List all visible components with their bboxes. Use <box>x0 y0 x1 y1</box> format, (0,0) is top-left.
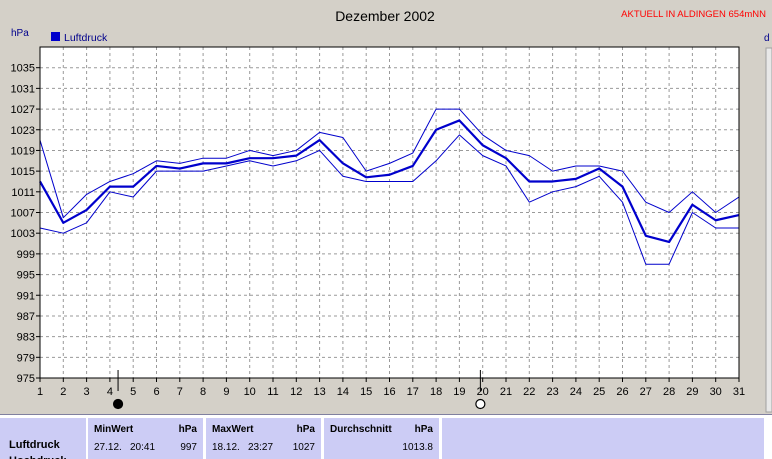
plot-border <box>39 46 740 379</box>
x-tick-label: 26 <box>616 386 628 398</box>
chart-title: Dezember 2002 <box>335 8 435 24</box>
y-tick-label: 979 <box>17 352 35 364</box>
max-value: 1027 <box>292 442 315 453</box>
stats-min-cell: MinWert hPa 27.12. 20:41 997 <box>88 418 203 459</box>
x-tick-label: 3 <box>84 386 90 398</box>
series-line-mean <box>39 119 740 244</box>
x-tick-label: 1 <box>37 386 43 398</box>
max-date: 18.12. <box>212 442 240 453</box>
max-time: 23:27 <box>248 442 274 453</box>
right-edge-label: d <box>764 33 770 44</box>
x-tick-label: 27 <box>640 386 652 398</box>
stats-empty-cell <box>442 418 764 459</box>
x-tick-label: 22 <box>523 386 535 398</box>
stats-table: Luftdruck Hochdruck Luftdruck Hochdruck … <box>0 414 772 459</box>
x-tick-label: 21 <box>500 386 512 398</box>
y-tick-label: 1023 <box>11 125 35 137</box>
legend-swatch <box>51 32 60 41</box>
min-header: MinWert <box>94 424 134 435</box>
y-tick-label: 1011 <box>11 187 35 199</box>
station-label: AKTUELL IN ALDINGEN 654mNN <box>621 9 766 20</box>
y-tick-label: 1031 <box>11 83 35 95</box>
stats-row-label-2-overlay: Hochdruck <box>9 455 66 459</box>
y-tick-label: 999 <box>17 249 35 261</box>
x-tick-label: 4 <box>107 386 113 398</box>
right-scrollbar[interactable] <box>765 47 772 413</box>
x-tick-label: 24 <box>570 386 582 398</box>
min-date: 27.12. <box>94 442 122 453</box>
x-tick-label: 31 <box>733 386 745 398</box>
y-tick-label: 983 <box>17 332 35 344</box>
x-tick-label: 7 <box>177 386 183 398</box>
x-tick-label: 5 <box>130 386 136 398</box>
moon-markers <box>112 370 486 410</box>
avg-value: 1013.8 <box>402 442 433 453</box>
x-axis-ticks: 1 2 3 4 5 6 7 8 9 10 11 12 13 14 15 16 17 18 19 20 21 22 23 24 2… <box>37 378 745 398</box>
x-tick-label: 29 <box>686 386 698 398</box>
x-tick-label: 30 <box>710 386 722 398</box>
full-moon-icon <box>475 398 486 410</box>
x-tick-label: 9 <box>223 386 229 398</box>
y-axis-unit: hPa <box>11 28 29 39</box>
x-tick-label: 20 <box>477 386 489 398</box>
x-tick-label: 6 <box>153 386 159 398</box>
x-tick-label: 2 <box>60 386 66 398</box>
legend-label: Luftdruck <box>64 32 108 44</box>
x-tick-label: 11 <box>267 386 278 398</box>
stats-avg-cell: Durchschnitt hPa 1013.8 <box>324 418 439 459</box>
x-tick-label: 13 <box>313 386 325 398</box>
stats-max-cell: MaxWert hPa 18.12. 23:27 1027 <box>206 418 321 459</box>
pressure-chart: Dezember 2002 AKTUELL IN ALDINGEN 654mNN… <box>11 8 772 413</box>
x-tick-label: 15 <box>360 386 372 398</box>
series-lines <box>39 108 740 265</box>
min-time: 20:41 <box>130 442 156 453</box>
min-unit: hPa <box>178 424 197 435</box>
y-tick-label: 975 <box>17 373 35 385</box>
y-tick-label: 1007 <box>11 208 35 220</box>
avg-header: Durchschnitt <box>330 424 392 435</box>
y-tick-label: 1027 <box>11 104 35 116</box>
stats-label-cell <box>0 418 86 459</box>
x-tick-label: 23 <box>546 386 558 398</box>
max-header: MaxWert <box>212 424 254 435</box>
min-value: 997 <box>180 442 197 453</box>
x-tick-label: 12 <box>290 386 302 398</box>
y-tick-label: 991 <box>17 290 35 302</box>
series-line-min <box>39 134 739 265</box>
y-tick-label: 1015 <box>11 166 35 178</box>
x-tick-label: 19 <box>453 386 465 398</box>
x-tick-label: 16 <box>383 386 395 398</box>
x-tick-label: 18 <box>430 386 442 398</box>
x-tick-label: 8 <box>200 386 206 398</box>
y-tick-label: 1003 <box>11 228 35 240</box>
grid-lines <box>40 47 739 378</box>
x-tick-label: 25 <box>593 386 605 398</box>
avg-unit: hPa <box>414 424 433 435</box>
y-tick-label: 995 <box>17 270 35 282</box>
x-tick-label: 28 <box>663 386 675 398</box>
y-axis-ticks: 975 979 983 987 991 995 999 1003 1007 1011 1015 101… <box>11 63 40 385</box>
y-tick-label: 1035 <box>11 63 35 75</box>
x-tick-label: 17 <box>407 386 419 398</box>
x-tick-label: 10 <box>244 386 256 398</box>
x-tick-label: 14 <box>337 386 349 398</box>
max-unit: hPa <box>296 424 315 435</box>
stats-row-label-overlay: Luftdruck <box>9 439 60 451</box>
y-tick-label: 987 <box>17 311 35 323</box>
series-line-max <box>39 108 740 219</box>
y-tick-label: 1019 <box>11 145 35 157</box>
new-moon-icon <box>112 398 124 410</box>
